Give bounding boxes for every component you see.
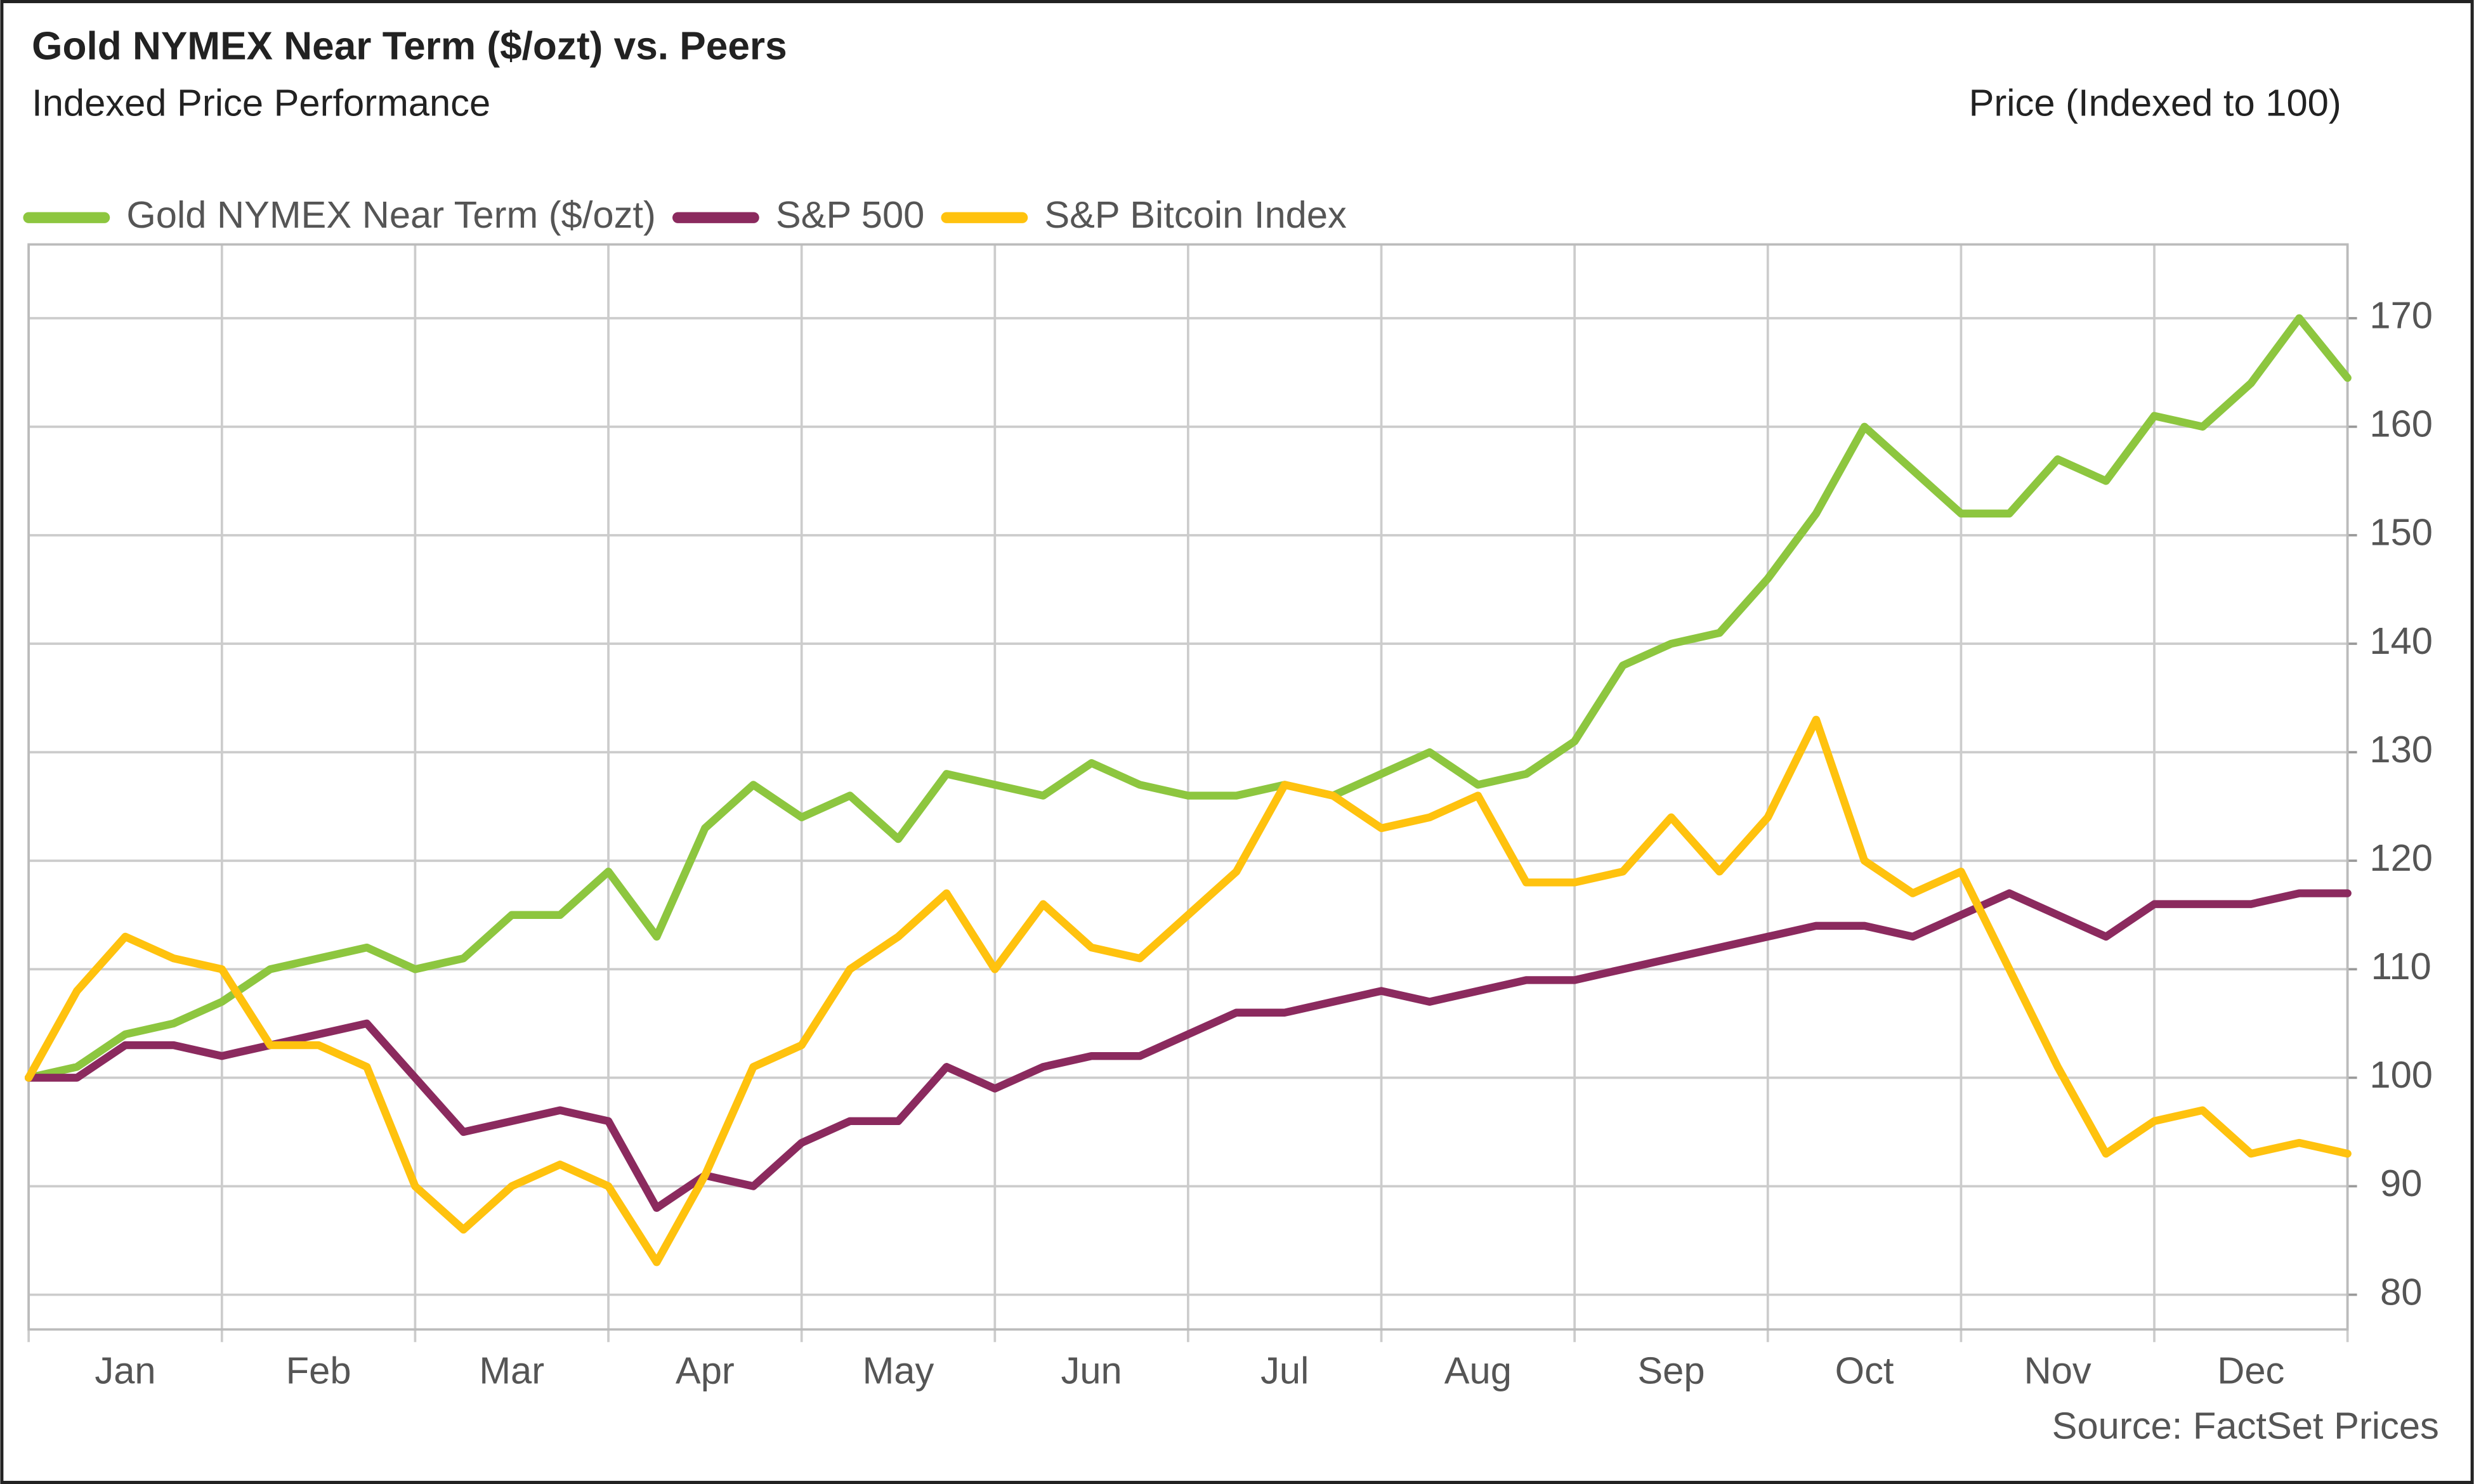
y-tick-label: 90 (2380, 1162, 2422, 1204)
y-tick-label: 130 (2369, 728, 2433, 771)
line-series (24, 889, 2352, 1212)
chart-subtitle: Indexed Price Performance (32, 81, 490, 124)
legend-label: Gold NYMEX Near Term ($/ozt) (126, 193, 656, 236)
x-tick-label: Jun (1061, 1350, 1122, 1392)
x-tick-label: Aug (1444, 1350, 1512, 1392)
x-tick-label: Nov (2024, 1350, 2091, 1392)
y-tick-label: 140 (2369, 620, 2433, 662)
legend-label: S&P 500 (776, 193, 924, 236)
y-tick-label: 160 (2369, 403, 2433, 445)
line-series (24, 715, 2352, 1266)
plot-border (27, 243, 2349, 1331)
x-tick-label: Mar (479, 1350, 544, 1392)
x-tick-label: Apr (676, 1350, 735, 1392)
source: Source: FactSet Prices (2052, 1405, 2439, 1447)
x-tick-label: Oct (1835, 1350, 1894, 1392)
x-tick-label: Jul (1260, 1350, 1309, 1392)
y-tick-label: 120 (2369, 836, 2433, 879)
legend-label: S&P Bitcoin Index (1044, 193, 1347, 236)
line-series (24, 314, 2352, 1082)
x-tick-label: May (863, 1350, 934, 1392)
y-tick-label: 110 (2371, 945, 2431, 987)
plot: 80 90 100 110 120 130 140 150 160 170 Jan Feb Mar Apr… (24, 243, 2433, 1392)
y-tick-label: 80 (2380, 1270, 2422, 1313)
y-axis-label: Price (Indexed to 100) (1969, 81, 2341, 124)
y-tick-label: 150 (2369, 511, 2433, 554)
x-tick-label: Feb (286, 1350, 351, 1392)
x-tick-label: Dec (2217, 1350, 2284, 1392)
y-tick-label: 170 (2369, 294, 2433, 337)
x-tick-label: Sep (1637, 1350, 1705, 1392)
x-tick-label: Jan (95, 1350, 155, 1392)
chart-title: Gold NYMEX Near Term ($/ozt) vs. Peers (32, 25, 787, 68)
y-tick-label: 100 (2369, 1053, 2433, 1096)
